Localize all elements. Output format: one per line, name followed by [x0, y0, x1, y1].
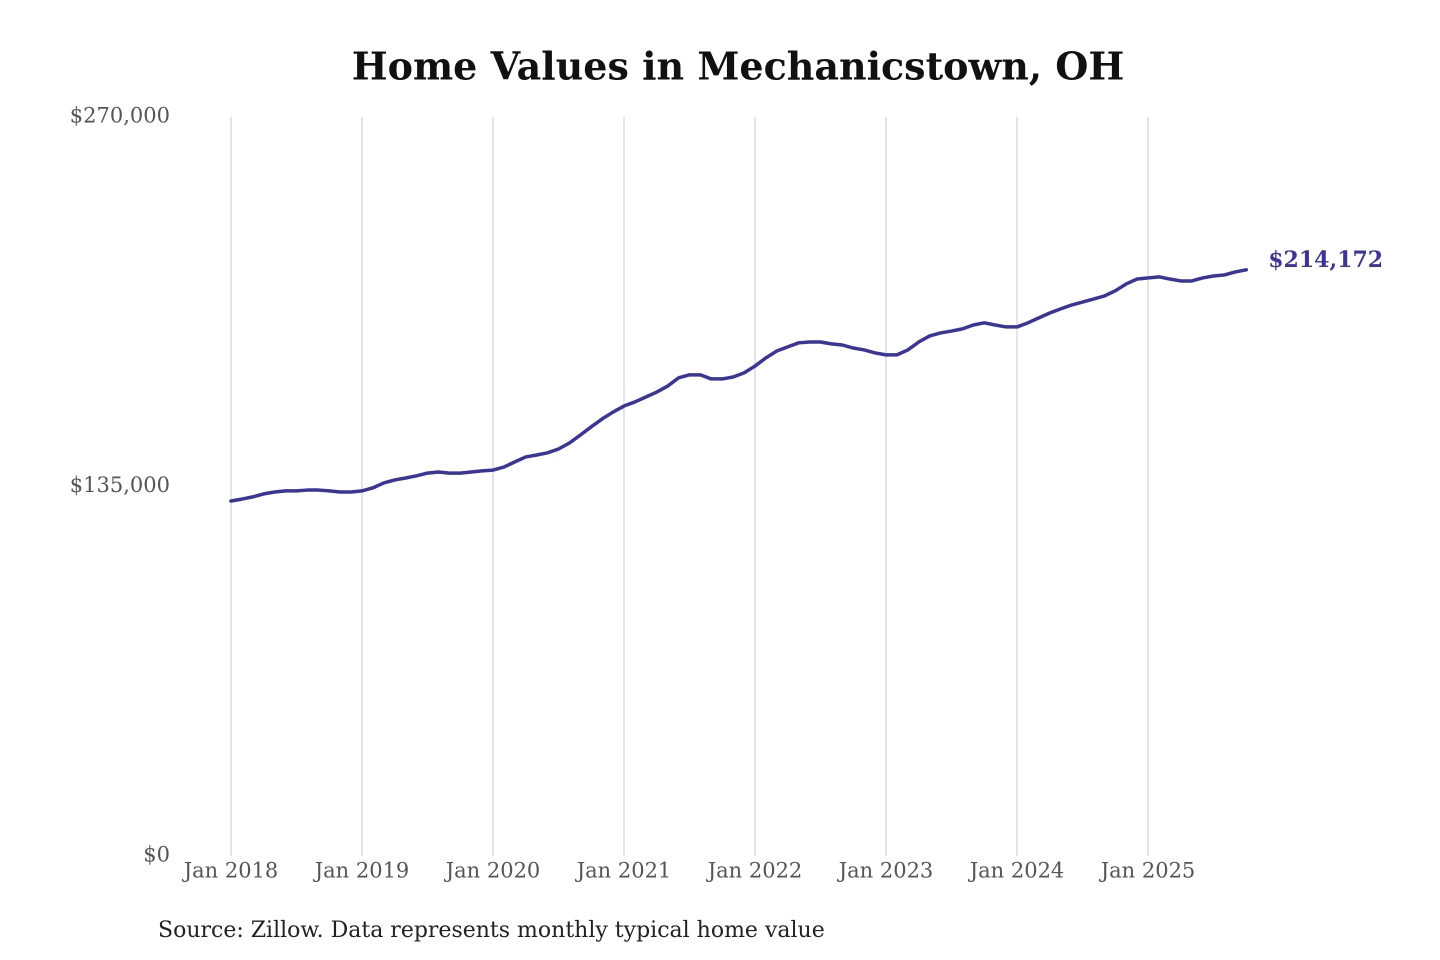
- y-tick-label: $270,000: [70, 104, 170, 128]
- x-tick-label: Jan 2022: [706, 859, 803, 883]
- chart-title: Home Values in Mechanicstown, OH: [352, 44, 1125, 89]
- x-tick-label: Jan 2019: [313, 859, 410, 883]
- x-tick-label: Jan 2018: [182, 859, 279, 883]
- source-note: Source: Zillow. Data represents monthly …: [158, 918, 825, 943]
- x-tick-label: Jan 2024: [968, 859, 1065, 883]
- x-tick-label: Jan 2021: [575, 859, 672, 883]
- y-tick-label: $0: [143, 843, 170, 867]
- x-tick-label: Jan 2023: [837, 859, 934, 883]
- data-line: [229, 268, 1248, 503]
- data-label: $214,172: [1268, 247, 1383, 273]
- x-tick-label: Jan 2025: [1099, 859, 1196, 883]
- y-tick-label: $135,000: [70, 473, 170, 497]
- x-tick-label: Jan 2020: [444, 859, 541, 883]
